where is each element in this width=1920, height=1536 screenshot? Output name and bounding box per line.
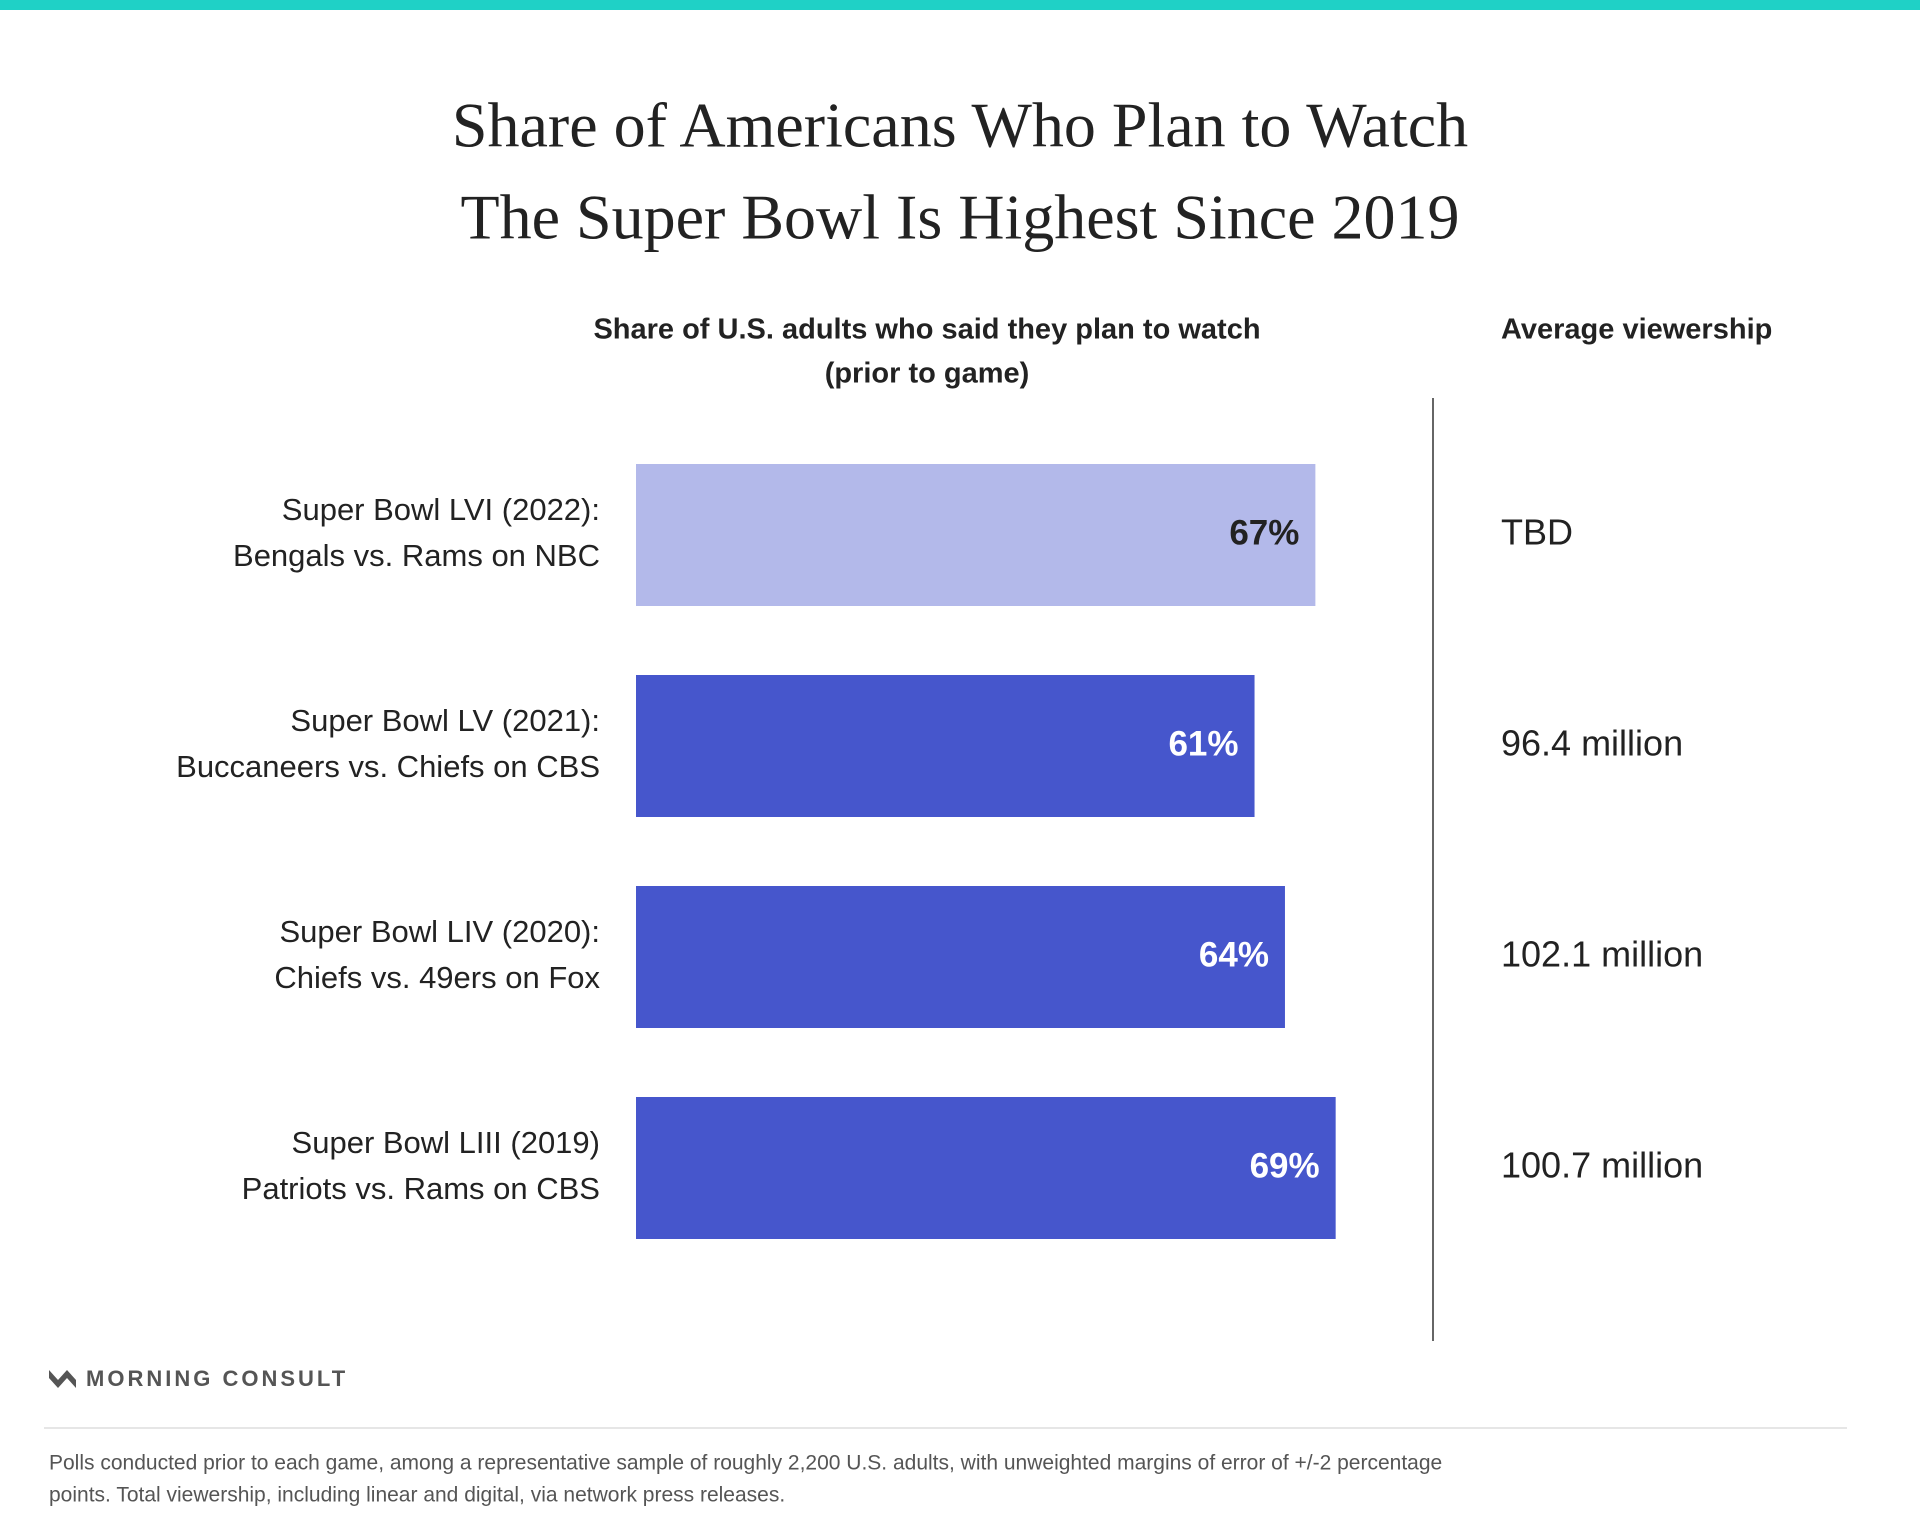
logo: MORNING CONSULT (86, 1366, 348, 1391)
category-label: Bengals vs. Rams on NBC (233, 538, 600, 573)
category-label: Chiefs vs. 49ers on Fox (274, 960, 600, 995)
bar (636, 464, 1316, 606)
viewership: 102.1 million (1501, 934, 1703, 975)
footnote: points. Total viewership, including line… (49, 1484, 785, 1507)
viewership: 96.4 million (1501, 723, 1683, 764)
category-label: Super Bowl LVI (2022): (282, 492, 600, 527)
value-label: 64% (1199, 935, 1269, 974)
category-label: Super Bowl LIII (2019) (292, 1125, 600, 1160)
side-header: Average viewership (1501, 314, 1772, 346)
bar (636, 1097, 1336, 1239)
value-label: 61% (1168, 724, 1238, 763)
value-label: 69% (1250, 1146, 1320, 1185)
viewership: TBD (1501, 512, 1573, 553)
category-label: Super Bowl LV (2021): (290, 703, 600, 738)
footnote: Polls conducted prior to each game, amon… (49, 1452, 1442, 1475)
bar (636, 886, 1285, 1028)
viewership: 100.7 million (1501, 1145, 1703, 1186)
logo-icon (49, 1370, 76, 1388)
category-label: Patriots vs. Rams on CBS (242, 1171, 600, 1206)
chart-title: Share of Americans Who Plan to Watch (452, 90, 1468, 161)
category-label: Buccaneers vs. Chiefs on CBS (176, 749, 600, 784)
category-label: Super Bowl LIV (2020): (279, 914, 600, 949)
subtitle: Share of U.S. adults who said they plan … (593, 314, 1260, 346)
top-band (0, 0, 1920, 10)
bar (636, 675, 1255, 817)
value-label: 67% (1229, 513, 1299, 552)
chart-title: The Super Bowl Is Highest Since 2019 (461, 182, 1460, 253)
subtitle: (prior to game) (825, 358, 1030, 390)
